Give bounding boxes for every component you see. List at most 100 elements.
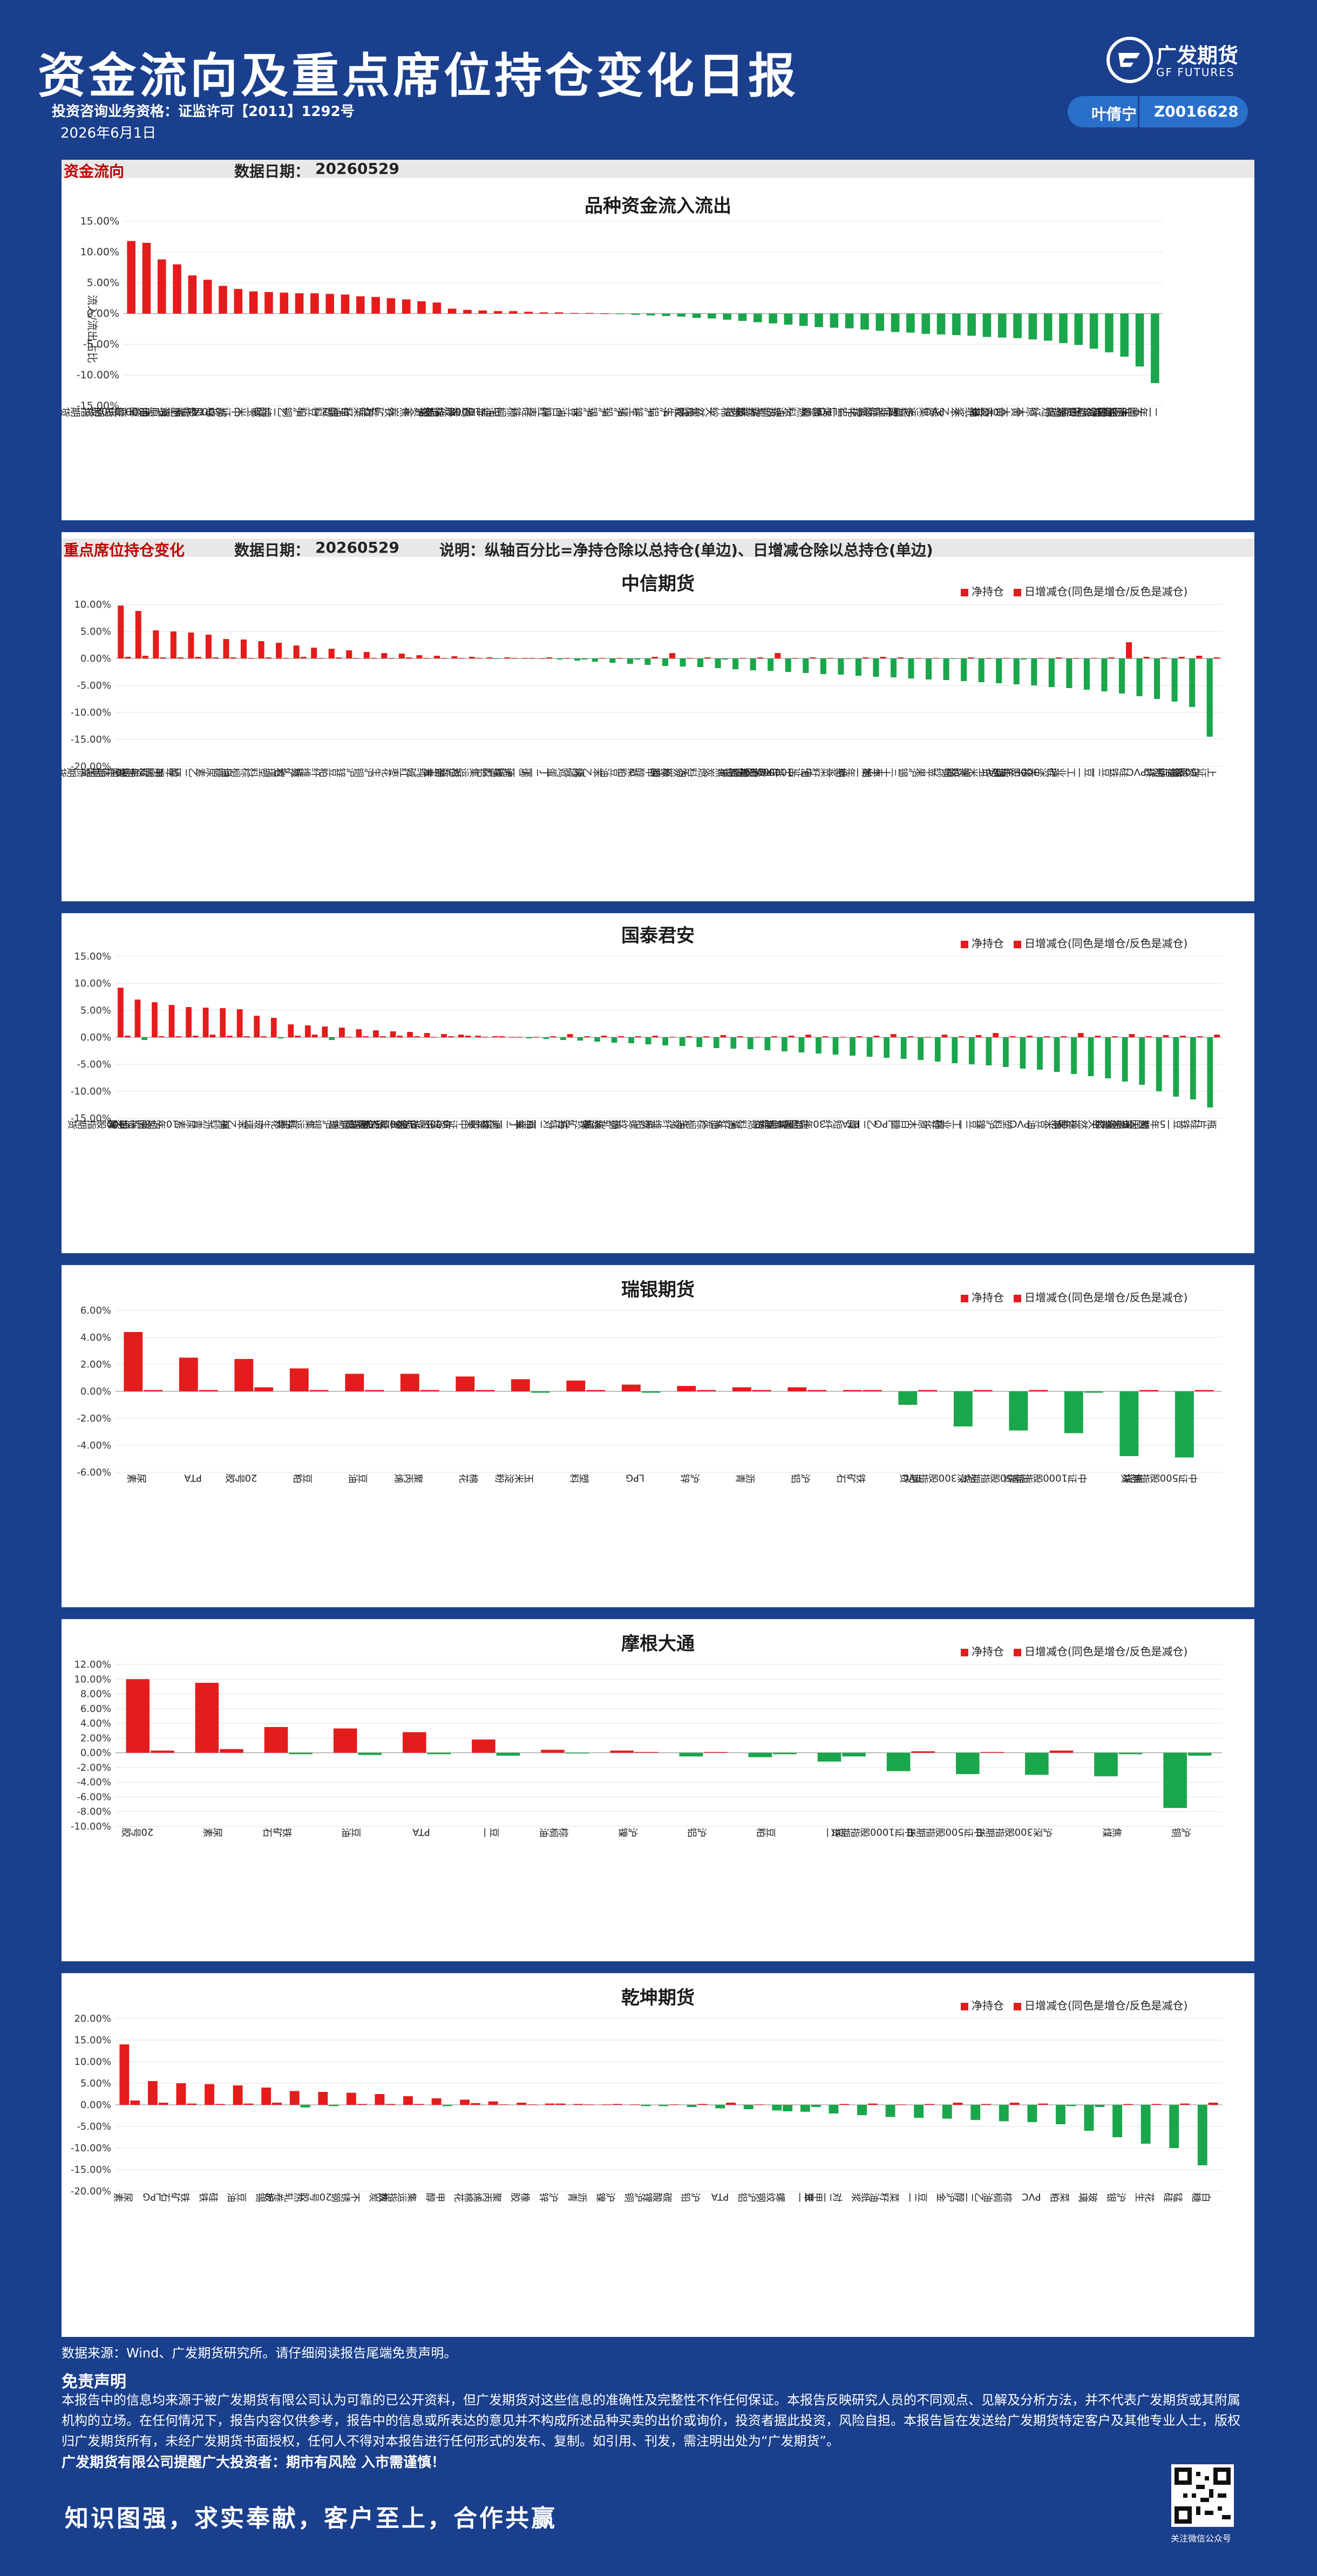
category-label: 苯乙烯 — [218, 1118, 247, 1130]
flow-bar — [234, 289, 243, 314]
category-label: 上证50股指期货 — [62, 405, 135, 417]
category-label: 沪镍 — [573, 405, 593, 417]
category-label: PTA — [193, 405, 212, 417]
flow-bar — [1043, 314, 1053, 341]
y-tick-label: 0.00% — [80, 2099, 111, 2111]
category-label: 沪镍 — [976, 1118, 996, 1130]
net-position-bar — [345, 1374, 364, 1391]
y-tick-label: 8.00% — [80, 1689, 111, 1700]
flow-bar — [341, 294, 350, 314]
daily-change-bar — [1049, 1750, 1074, 1753]
legend-net-label: 净持仓 — [972, 1645, 1004, 1658]
category-label: 甲醇 — [130, 405, 150, 417]
broker-chart-svg: 15.00% 10.00% 5.00% 0.00% -5.00% -10.00% -15.0… — [67, 951, 1222, 1130]
y-tick-label: -4.00% — [77, 1440, 111, 1451]
legend-delta-label: 日增减仓(同色是增仓/反色是减仓) — [1024, 585, 1188, 598]
flow-bar — [356, 296, 365, 314]
flow-bar — [203, 280, 212, 314]
category-label: 沪锌 — [634, 405, 654, 417]
category-label: 沪锡 — [255, 2191, 275, 2203]
qr-code[interactable] — [1171, 2464, 1234, 2527]
section-positions-header: 重点席位持仓变化 数据日期： 20260529 说明：纵轴百分比=净持仓除以总持… — [62, 539, 1254, 559]
flow-bar — [524, 311, 533, 314]
author-badge: 叶倩宁 Z0016628 — [1068, 96, 1248, 127]
y-tick-label: -8.00% — [77, 1806, 111, 1818]
daily-change-bar — [584, 1036, 590, 1037]
daily-change-bar — [873, 1036, 880, 1037]
daily-change-bar — [925, 2104, 934, 2105]
daily-change-bar — [720, 1035, 727, 1037]
net-position-bar — [289, 1368, 309, 1391]
category-label: 铁矿石 — [263, 1826, 292, 1838]
category-label: 沪铝 — [363, 1118, 383, 1130]
net-position-bar — [820, 658, 826, 674]
net-position-bar — [1064, 1391, 1083, 1433]
category-label: 甲醇 — [108, 1118, 127, 1130]
net-position-bar — [816, 1037, 822, 1053]
net-position-bar — [926, 658, 932, 679]
category-label: 白糖 — [214, 766, 233, 778]
flow-bar — [662, 314, 670, 316]
category-label: 沪铝 — [738, 2191, 757, 2203]
category-label: 沪金 — [405, 405, 425, 417]
category-label: 不锈钢 — [331, 2191, 360, 2203]
net-position-bar — [803, 658, 809, 673]
net-position-bar — [205, 2084, 214, 2105]
chart-legend: 净持仓 日增减仓(同色是增仓/反色是减仓) — [961, 583, 1187, 599]
flow-bar — [784, 314, 793, 325]
category-label: 生猪 — [619, 405, 639, 417]
daily-change-bar — [295, 1036, 301, 1037]
category-label: 聚丙烯 — [394, 1472, 423, 1484]
daily-change-bar — [471, 2103, 480, 2105]
daily-change-bar — [968, 657, 974, 658]
category-label: 纤维板 — [292, 766, 321, 778]
category-label: 纯碱 — [346, 1118, 366, 1130]
category-label: 五年国债期货 — [1082, 405, 1143, 417]
net-position-bar — [407, 1032, 413, 1037]
category-label: 沪铜 — [329, 1118, 349, 1130]
flow-bar — [173, 264, 181, 314]
category-label: 纤维板 — [643, 1118, 672, 1130]
flow-bar — [1013, 314, 1022, 338]
daily-change-bar — [199, 1390, 218, 1391]
y-tick-label: -5.00% — [77, 680, 111, 691]
daily-change-bar — [584, 2104, 594, 2105]
category-label: 沪铅 — [603, 405, 624, 417]
daily-change-bar — [704, 657, 711, 658]
net-position-bar — [630, 2104, 640, 2105]
net-position-bar — [543, 1037, 549, 1039]
net-position-bar — [747, 1037, 753, 1049]
net-position-bar — [1139, 1037, 1145, 1085]
daily-change-bar — [810, 657, 816, 658]
category-label: 棉纱 — [934, 766, 953, 778]
net-position-bar — [233, 2085, 243, 2105]
daily-change-bar — [1095, 1036, 1101, 1037]
category-label: 纸浆 — [955, 405, 975, 417]
net-position-bar — [270, 1018, 277, 1037]
category-label: 上证50股指期货 — [1146, 766, 1217, 778]
category-label: 沪银 — [313, 1118, 332, 1130]
legend-swatch-delta — [1014, 940, 1021, 948]
net-position-bar — [800, 2105, 810, 2112]
daily-change-bar — [243, 1036, 250, 1037]
author-name: 叶倩宁 — [1091, 105, 1137, 123]
category-label: 甲醇 — [144, 766, 163, 778]
net-position-bar — [566, 1381, 586, 1391]
gf-logo-icon — [1106, 37, 1153, 83]
category-label: 纸浆 — [851, 2191, 871, 2203]
net-position-bar — [1013, 658, 1020, 684]
net-position-bar — [1156, 1037, 1162, 1091]
category-label: 燃料油 — [776, 405, 807, 417]
daily-change-bar — [1123, 2104, 1133, 2105]
flow-bar — [539, 312, 548, 314]
net-position-bar — [866, 1037, 873, 1057]
daily-change-bar — [911, 1751, 935, 1753]
author-code: Z0016628 — [1154, 103, 1239, 120]
y-tick-label: -2.00% — [77, 1762, 111, 1773]
flow-bar — [906, 314, 915, 333]
category-label: 豆粕 — [755, 1118, 775, 1130]
net-position-bar — [541, 1750, 565, 1753]
category-label: 菜籽油 — [801, 766, 830, 778]
daily-change-bar — [329, 2105, 339, 2106]
daily-change-bar — [993, 1033, 999, 1037]
